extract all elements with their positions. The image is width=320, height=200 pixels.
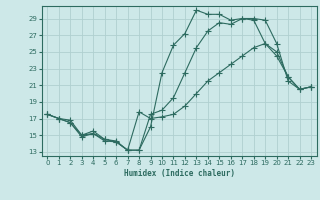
X-axis label: Humidex (Indice chaleur): Humidex (Indice chaleur): [124, 169, 235, 178]
